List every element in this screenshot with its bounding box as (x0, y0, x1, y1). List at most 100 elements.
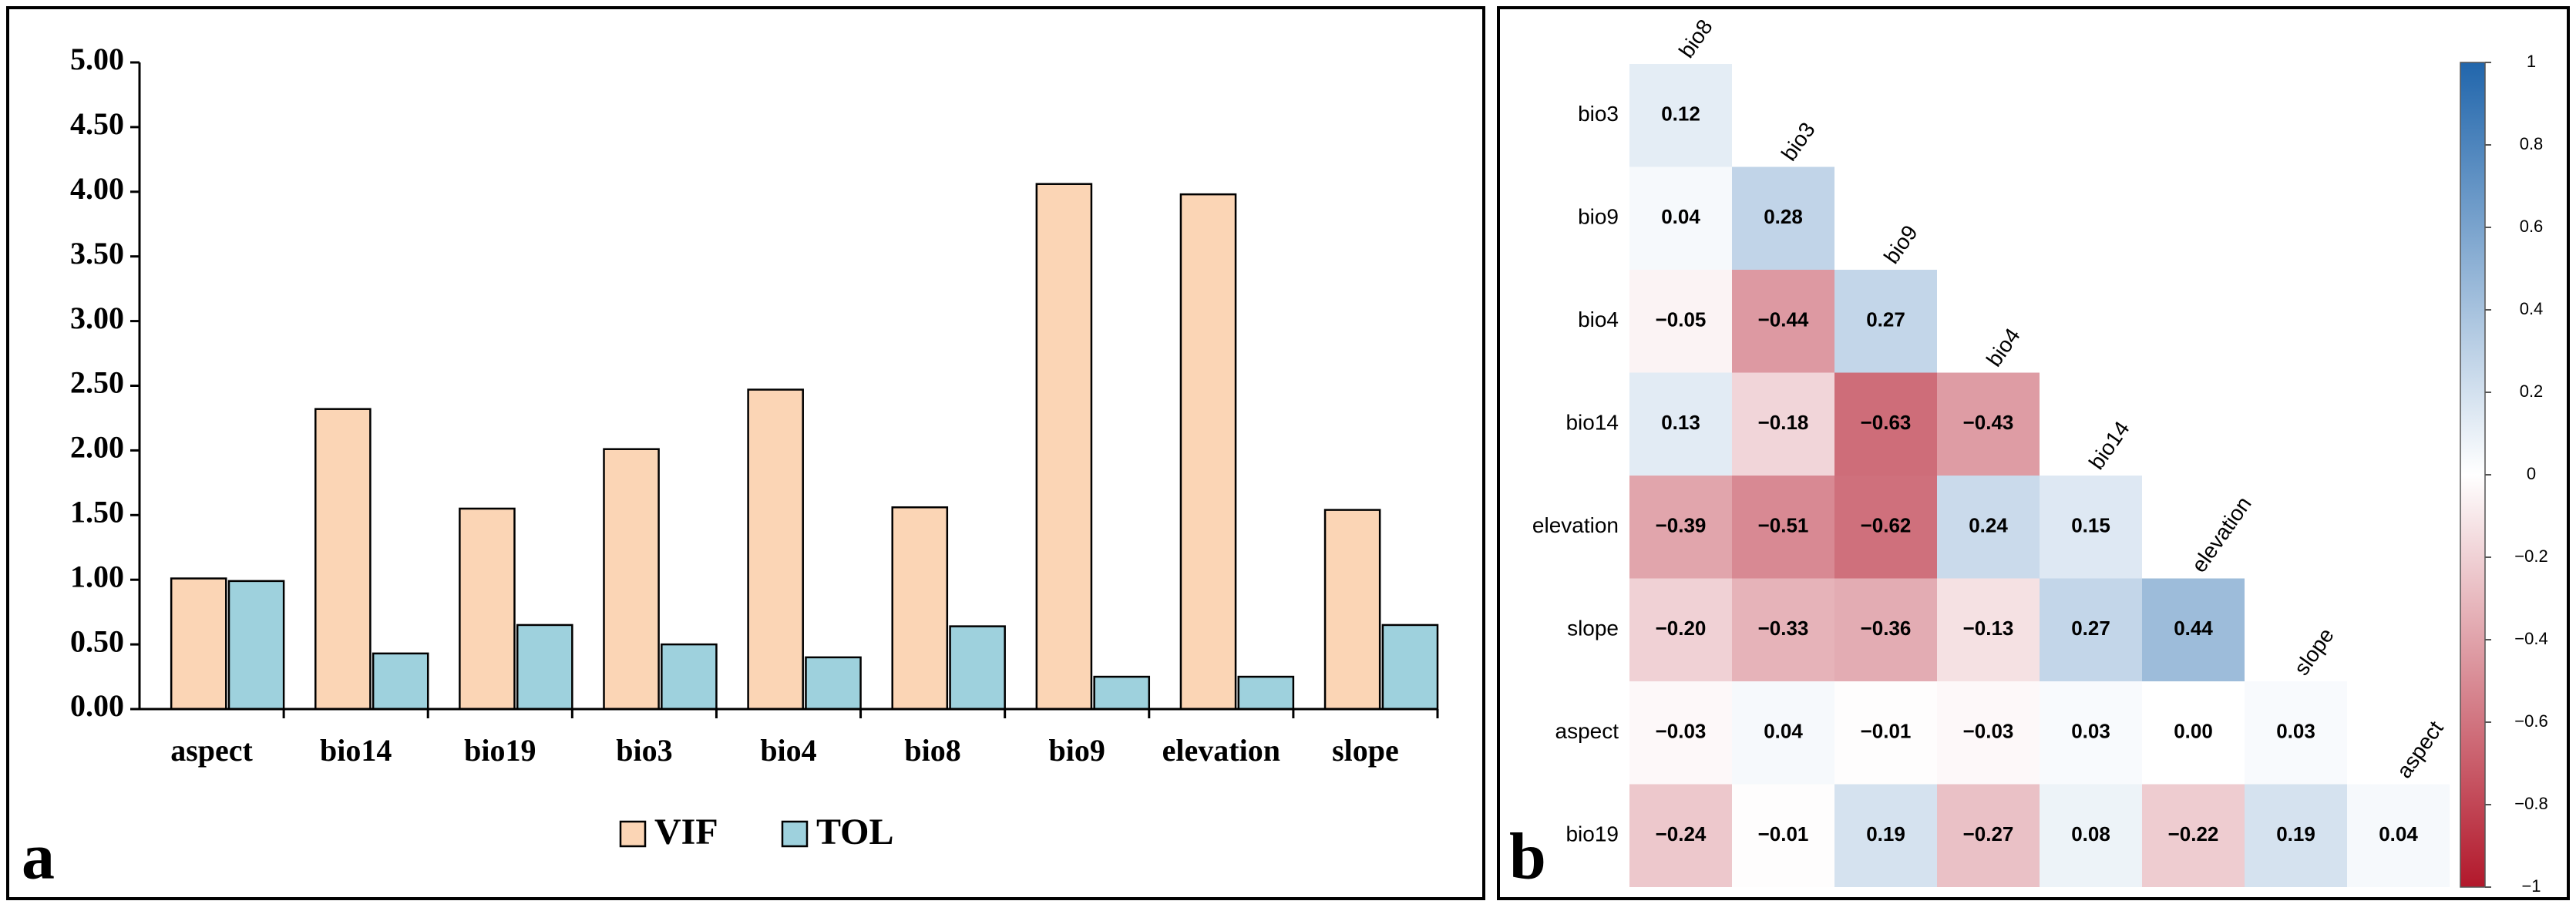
heatmap-cell (1834, 270, 1937, 373)
y-tick-label: 5.00 (70, 42, 124, 76)
heatmap-cell (1732, 476, 1834, 579)
heatmap-cell (1732, 578, 1834, 681)
y-tick-label: 4.50 (70, 106, 124, 141)
heatmap-cell (1937, 476, 2040, 579)
cell-label: 0.04 (1764, 720, 1803, 743)
x-tick-label: bio14 (320, 733, 392, 768)
heatmap-cell (2142, 681, 2245, 785)
y-tick-label: 2.50 (70, 365, 124, 400)
heatmap-cell (1732, 270, 1834, 373)
cell-label: 0.19 (1866, 822, 1905, 845)
y-tick-label: 1.50 (70, 494, 124, 529)
cell-label: 0.27 (2071, 617, 2110, 640)
colorbar-tick-label: 1 (2527, 52, 2536, 71)
heatmap-cell (1937, 784, 2040, 887)
heatmap-cell (2245, 784, 2347, 887)
cell-label: 0.27 (1866, 308, 1905, 331)
x-tick-label: bio9 (1049, 733, 1105, 768)
heatmap-cell (2040, 578, 2142, 681)
panel-label: b (1509, 819, 1546, 893)
legend-label: TOL (816, 812, 894, 852)
row-label: bio3 (1578, 102, 1619, 126)
cell-label: −0.51 (1758, 514, 1809, 537)
cell-label: −0.36 (1861, 617, 1912, 640)
heatmap-cell (1732, 681, 1834, 785)
colorbar-tick-label: −0.8 (2514, 794, 2547, 813)
heatmap-cell (1629, 476, 1732, 579)
heatmap-cell (1629, 166, 1732, 270)
cell-label: 0.19 (2276, 822, 2315, 845)
bar (1381, 624, 1439, 711)
heatmap-cell (2245, 681, 2347, 785)
cell-label: −0.27 (1963, 822, 2014, 845)
cell-label: 0.00 (2174, 720, 2213, 743)
column-label: bio9 (1879, 221, 1922, 268)
y-tick-label: 0.00 (70, 688, 124, 723)
heatmap-cell (1834, 578, 1937, 681)
y-tick-label: 3.00 (70, 301, 124, 335)
cell-label: 0.15 (2071, 514, 2110, 537)
cell-label: 0.12 (1661, 103, 1700, 126)
heatmap-cell (1732, 166, 1834, 270)
column-label: bio14 (2084, 417, 2134, 474)
cell-label: −0.62 (1861, 514, 1912, 537)
x-tick-label: bio4 (760, 733, 816, 768)
bar (661, 643, 718, 711)
panel-b-frame (1497, 6, 2570, 900)
heatmap-cell (1629, 784, 1732, 887)
legend-swatch (619, 820, 647, 848)
column-label: slope (2289, 624, 2339, 680)
column-label: bio3 (1777, 118, 1820, 165)
heatmap-cell (1629, 578, 1732, 681)
cell-label: 0.03 (2276, 720, 2315, 743)
x-tick-label: bio8 (904, 733, 960, 768)
heatmap-cell (1629, 64, 1732, 167)
cell-label: −0.18 (1758, 411, 1809, 434)
x-tick-label: aspect (170, 733, 253, 768)
bar (372, 652, 429, 711)
y-tick-label: 0.50 (70, 624, 124, 658)
cell-label: −0.33 (1758, 617, 1809, 640)
row-label: elevation (1532, 513, 1619, 537)
bar (1179, 193, 1237, 711)
colorbar-tick-label: 0 (2527, 464, 2536, 483)
cell-label: −0.44 (1758, 308, 1809, 331)
column-label: elevation (2187, 492, 2256, 577)
bar (603, 448, 660, 711)
y-tick-label: 3.50 (70, 236, 124, 271)
row-label: slope (1567, 617, 1619, 640)
heatmap-cell (1937, 372, 2040, 476)
panel-label: a (22, 819, 55, 893)
cell-label: −0.63 (1861, 411, 1912, 434)
cell-label: −0.20 (1656, 617, 1707, 640)
heatmap-cell (1937, 681, 2040, 785)
panel-a-frame (6, 6, 1485, 900)
colorbar (2460, 62, 2486, 888)
cell-label: 0.28 (1764, 205, 1803, 228)
cell-label: 0.13 (1661, 411, 1700, 434)
legend-label: VIF (654, 812, 718, 852)
heatmap-cell (2040, 681, 2142, 785)
bar (227, 580, 285, 711)
cell-label: −0.05 (1656, 308, 1707, 331)
colorbar-tick-label: −0.6 (2514, 711, 2547, 731)
cell-label: 0.08 (2071, 822, 2110, 845)
heatmap-cell (2142, 578, 2245, 681)
bar (170, 577, 227, 711)
colorbar-tick-label: 0.2 (2520, 382, 2544, 401)
bar (1237, 675, 1295, 711)
cell-label: −0.43 (1963, 411, 2014, 434)
x-tick-label: elevation (1162, 733, 1280, 768)
heatmap-cell (1834, 784, 1937, 887)
bar (1035, 183, 1093, 711)
row-label: bio14 (1565, 411, 1619, 435)
column-label: aspect (2392, 717, 2448, 783)
heatmap-cell (1629, 372, 1732, 476)
cell-label: −0.03 (1963, 720, 2014, 743)
cell-label: 0.04 (1661, 205, 1700, 228)
heatmap-cell (2040, 476, 2142, 579)
bar (891, 506, 949, 711)
heatmap-cell (2142, 784, 2245, 887)
bar (747, 388, 804, 711)
